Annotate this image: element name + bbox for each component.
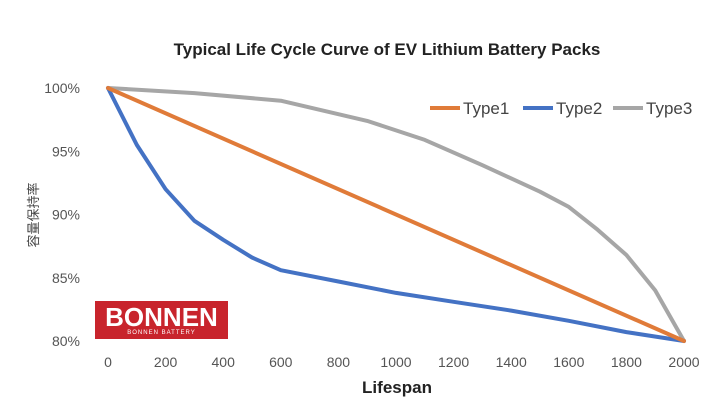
x-tick-label: 400 xyxy=(212,354,236,370)
x-tick-label: 1000 xyxy=(380,354,411,370)
series-line-type2 xyxy=(106,86,686,343)
legend-label-type1: Type1 xyxy=(463,99,509,118)
legend-label-type2: Type2 xyxy=(556,99,602,118)
legend: Type1 Type2 Type3 xyxy=(430,99,692,118)
x-tick-label: 1800 xyxy=(611,354,642,370)
y-tick-label: 90% xyxy=(52,207,80,223)
x-tick-label: 1600 xyxy=(553,354,584,370)
x-axis-label: Lifespan xyxy=(362,378,432,397)
y-axis-ticks: 80% 85% 90% 95% 100% xyxy=(44,80,80,349)
x-tick-label: 800 xyxy=(327,354,351,370)
legend-label-type3: Type3 xyxy=(646,99,692,118)
y-tick-label: 100% xyxy=(44,80,80,96)
x-tick-label: 200 xyxy=(154,354,178,370)
x-axis-ticks: 0 200 400 600 800 1000 1200 1400 1600 1800 2000 xyxy=(104,354,700,370)
x-tick-label: 1400 xyxy=(496,354,527,370)
y-tick-label: 95% xyxy=(52,143,80,159)
y-axis-label: 容量保持率 xyxy=(26,182,42,247)
series-line-type1 xyxy=(106,86,686,343)
logo-wordmark: BONNEN xyxy=(105,302,218,332)
series-line-type3 xyxy=(106,86,686,343)
bonnen-logo: BONNEN BONNEN BATTERY xyxy=(95,301,228,339)
y-tick-label: 85% xyxy=(52,270,80,286)
plot-area xyxy=(106,86,686,343)
x-tick-label: 2000 xyxy=(668,354,699,370)
x-tick-label: 0 xyxy=(104,354,112,370)
y-tick-label: 80% xyxy=(52,333,80,349)
chart-title: Typical Life Cycle Curve of EV Lithium B… xyxy=(174,40,601,59)
logo-tagline: BONNEN BATTERY xyxy=(127,330,196,336)
x-tick-label: 1200 xyxy=(438,354,469,370)
x-tick-label: 600 xyxy=(269,354,293,370)
